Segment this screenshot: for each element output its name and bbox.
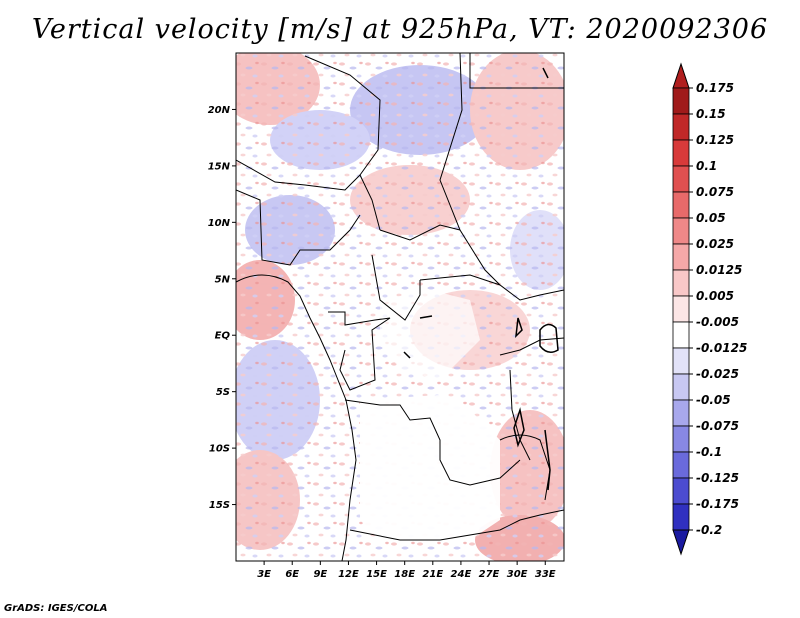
colorbar-label: 0.175 xyxy=(696,81,734,95)
colorbar-segment xyxy=(672,87,690,115)
colorbar-segment xyxy=(672,217,690,245)
lon-tick-label: 33E xyxy=(535,569,556,580)
colorbar-max-triangle xyxy=(672,62,690,89)
colorbar-min-triangle xyxy=(672,529,690,556)
lat-tick-label: 10N xyxy=(208,218,231,229)
lon-tick-label: 24E xyxy=(451,569,472,580)
lon-tick-label: 15E xyxy=(366,569,387,580)
colorbar-label: 0.1 xyxy=(696,159,717,173)
lon-tick-label: 21E xyxy=(422,569,443,580)
colorbar-segment xyxy=(672,191,690,219)
map-axes: 20N 15N 10N 5N EQ 5S 10S 15S 3E 6E 9E 12E 15E 18E 21E 2… xyxy=(208,105,556,580)
colorbar-segment xyxy=(672,165,690,193)
colorbar-segment xyxy=(672,425,690,453)
colorbar-label: -0.025 xyxy=(696,367,739,381)
colorbar-segment xyxy=(672,139,690,167)
vertical-velocity-field xyxy=(236,53,564,561)
colorbar-segment xyxy=(672,347,690,375)
colorbar-label: -0.2 xyxy=(696,523,722,537)
lat-tick-label: 5N xyxy=(215,274,231,285)
lon-tick-label: 30E xyxy=(507,569,528,580)
map-frame xyxy=(235,52,565,562)
colorbar-segment xyxy=(672,399,690,427)
colorbar-segment xyxy=(672,477,690,505)
colorbar-label: 0.0125 xyxy=(696,263,742,277)
colorbar-label: 0.15 xyxy=(696,107,726,121)
lat-tick-label: 15N xyxy=(208,161,231,172)
lon-tick-label: 3E xyxy=(257,569,271,580)
colorbar-segment xyxy=(672,503,690,531)
colorbar-segment xyxy=(672,113,690,141)
chart-title: Vertical velocity [m/s] at 925hPa, VT: 2… xyxy=(31,14,769,45)
lon-tick-label: 27E xyxy=(479,569,500,580)
colorbar-segment xyxy=(672,243,690,271)
lat-tick-label: 20N xyxy=(208,105,231,116)
lon-tick-label: 12E xyxy=(338,569,359,580)
colorbar: 0.175 0.15 0.125 0.1 0.075 0.05 0.025 0.0125 0.0… xyxy=(672,62,747,556)
colorbar-label: 0.05 xyxy=(696,211,726,225)
lat-tick-label: EQ xyxy=(215,331,231,342)
colorbar-label: 0.075 xyxy=(696,185,734,199)
colorbar-label: 0.005 xyxy=(696,289,734,303)
colorbar-segment xyxy=(672,269,690,297)
lon-tick-label: 18E xyxy=(394,569,415,580)
colorbar-label: -0.075 xyxy=(696,419,739,433)
lon-tick-label: 9E xyxy=(313,569,327,580)
country-borders xyxy=(236,53,564,561)
colorbar-label: -0.005 xyxy=(696,315,739,329)
lat-tick-label: 15S xyxy=(209,500,230,511)
colorbar-label: -0.05 xyxy=(696,393,731,407)
colorbar-label: -0.175 xyxy=(696,497,739,511)
colorbar-segment xyxy=(672,451,690,479)
lat-tick-label: 10S xyxy=(209,444,230,455)
colorbar-segment xyxy=(672,321,690,349)
colorbar-label: 0.025 xyxy=(696,237,734,251)
colorbar-label: -0.0125 xyxy=(696,341,747,355)
colorbar-segment xyxy=(672,295,690,323)
lon-tick-label: 6E xyxy=(285,569,299,580)
colorbar-label: 0.125 xyxy=(696,133,734,147)
colorbar-label: -0.1 xyxy=(696,445,722,459)
footer-credit: GrADS: IGES/COLA xyxy=(4,603,108,614)
lat-tick-label: 5S xyxy=(216,387,230,398)
lakes xyxy=(403,67,559,491)
colorbar-label: -0.125 xyxy=(696,471,739,485)
colorbar-segment xyxy=(672,373,690,401)
